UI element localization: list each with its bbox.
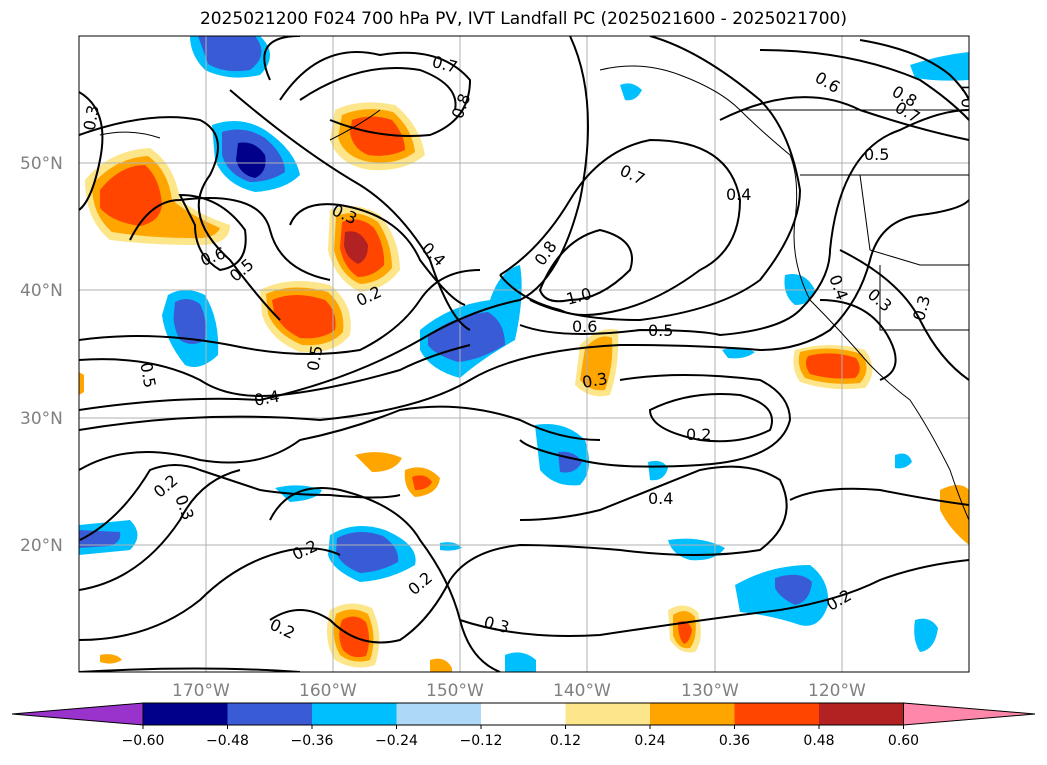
colorbar-tick-label: −0.12 bbox=[460, 733, 503, 749]
map-frame bbox=[78, 35, 970, 673]
lon-label-150w: 150°W bbox=[426, 681, 484, 700]
lon-label-160w: 160°W bbox=[299, 681, 357, 700]
colorbar-swatch bbox=[565, 703, 650, 725]
colorbar-tick-label: 0.24 bbox=[634, 733, 665, 749]
map-panel: 0.3 0.7 0.8 0.6 0.8 0.7 0.5 0.3 0.6 0.5 … bbox=[20, 35, 977, 700]
lat-label-50: 50°N bbox=[20, 154, 63, 174]
lon-label-120w: 120°W bbox=[808, 681, 866, 700]
colorbar-tick-label: 0.60 bbox=[888, 733, 919, 749]
contour-label: 0.3 bbox=[80, 104, 103, 132]
colorbar-tick-label: −0.36 bbox=[291, 733, 334, 749]
coastline bbox=[99, 65, 969, 521]
lon-label-130w: 130°W bbox=[681, 681, 739, 700]
contour-label: 0.6 bbox=[572, 317, 597, 336]
contour-label: 0.1 bbox=[958, 83, 977, 108]
colorbar-tick-label: 0.48 bbox=[803, 733, 834, 749]
graticule bbox=[79, 36, 969, 672]
ivt-contours bbox=[79, 36, 969, 672]
colorbar-swatch bbox=[143, 703, 228, 725]
colorbar-extend-low bbox=[11, 702, 144, 726]
contour-label: 0.2 bbox=[686, 425, 711, 444]
colorbar-swatch bbox=[396, 703, 481, 725]
contour-label: 0.5 bbox=[864, 145, 889, 164]
colorbar-frame bbox=[142, 702, 904, 726]
colorbar-swatch bbox=[227, 703, 312, 725]
contour-label: 0.5 bbox=[648, 321, 673, 340]
colorbar-tick-label: −0.48 bbox=[206, 733, 249, 749]
latitude-labels: 50°N 40°N 30°N 20°N bbox=[20, 154, 63, 556]
colorbar-swatch bbox=[819, 703, 904, 725]
contour-label: 0.5 bbox=[136, 361, 159, 389]
colorbar-swatch bbox=[312, 703, 397, 725]
colorbar-tick-label: −0.60 bbox=[122, 733, 165, 749]
contour-label: 0.5 bbox=[303, 344, 326, 372]
colorbar-swatch bbox=[481, 703, 566, 725]
colorbar-swatch bbox=[734, 703, 819, 725]
colorbar-tick-label: 0.36 bbox=[719, 733, 750, 749]
colorbar-swatch bbox=[650, 703, 735, 725]
lat-label-20: 20°N bbox=[20, 536, 63, 556]
lon-label-140w: 140°W bbox=[553, 681, 611, 700]
lat-label-40: 40°N bbox=[20, 281, 63, 301]
lon-label-170w: 170°W bbox=[172, 681, 230, 700]
contour-label: 0.3 bbox=[581, 369, 609, 392]
colorbar-tick-label: −0.24 bbox=[375, 733, 418, 749]
colorbar-tick-label: 0.12 bbox=[550, 733, 581, 749]
lat-label-30: 30°N bbox=[20, 409, 63, 429]
map-title: 2025021200 F024 700 hPa PV, IVT Landfall… bbox=[199, 9, 847, 29]
longitude-labels: 170°W 160°W 150°W 140°W 130°W 120°W bbox=[172, 681, 866, 700]
contour-label: 0.4 bbox=[253, 387, 281, 410]
colorbar-extend-high bbox=[903, 702, 1036, 726]
contour-label: 0.4 bbox=[726, 185, 751, 204]
contour-label: 0.4 bbox=[648, 489, 673, 508]
